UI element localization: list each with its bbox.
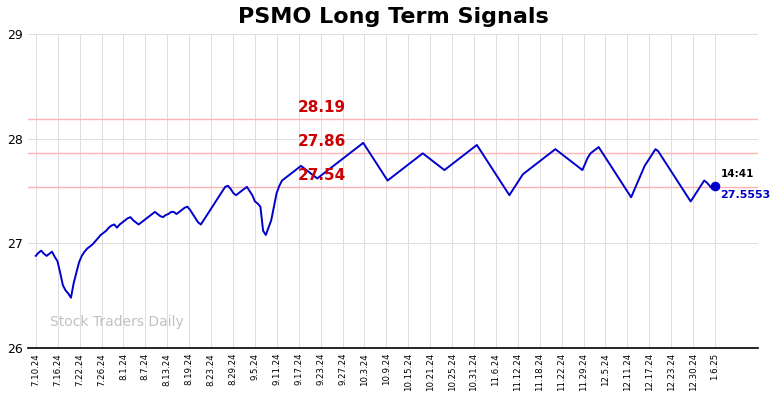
Text: 27.5553: 27.5553 xyxy=(720,190,771,200)
Text: 27.54: 27.54 xyxy=(297,168,346,183)
Title: PSMO Long Term Signals: PSMO Long Term Signals xyxy=(238,7,548,27)
Point xyxy=(709,183,721,189)
Text: Stock Traders Daily: Stock Traders Daily xyxy=(49,315,183,329)
Text: 27.86: 27.86 xyxy=(297,134,346,149)
Text: 14:41: 14:41 xyxy=(720,170,753,179)
Text: 28.19: 28.19 xyxy=(297,100,346,115)
